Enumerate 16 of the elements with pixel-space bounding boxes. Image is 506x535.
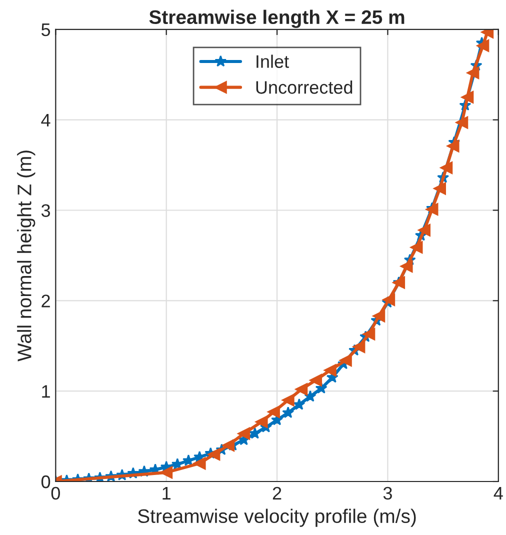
y-tick-label: 0 [41,475,50,488]
x-tick-label: 0 [51,486,60,500]
y-tick-label: 2 [42,294,50,308]
y-axis-title: Wall normal height Z (m) [17,150,36,362]
x-axis-title: Streamwise velocity profile (m/s) [138,508,416,527]
y-tick-label: 1 [42,385,50,398]
y-tick-label: 4 [41,114,50,126]
legend-label: Uncorrected [256,80,352,94]
x-tick-label: 4 [494,487,503,500]
x-tick-label: 1 [162,487,170,500]
x-tick-label: 3 [383,486,392,500]
legend-label: Inlet [256,54,289,68]
y-tick-label: 3 [41,204,50,217]
x-tick-label: 2 [272,486,282,500]
chart-title: Streamwise length X = 25 m [149,10,404,28]
y-tick-label: 5 [41,24,50,36]
